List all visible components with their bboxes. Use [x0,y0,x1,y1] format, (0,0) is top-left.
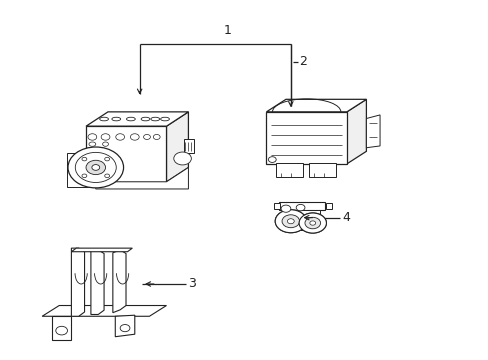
Circle shape [281,205,290,212]
Polygon shape [91,250,104,315]
Bar [183,139,194,153]
Circle shape [305,217,320,229]
Circle shape [287,219,294,224]
Polygon shape [86,112,188,126]
Circle shape [173,152,191,165]
Ellipse shape [130,134,139,140]
Polygon shape [346,99,366,164]
Circle shape [309,221,315,225]
Ellipse shape [112,117,121,121]
Circle shape [299,213,326,233]
Ellipse shape [116,134,124,140]
Polygon shape [115,315,135,337]
Circle shape [56,326,67,335]
Ellipse shape [88,134,97,140]
Bar [266,112,346,164]
Text: 1: 1 [223,24,231,37]
Circle shape [275,210,306,233]
Ellipse shape [100,117,108,121]
Text: 3: 3 [188,278,196,291]
Bar [276,163,303,177]
Circle shape [282,215,299,228]
Ellipse shape [141,117,150,121]
Ellipse shape [102,142,108,146]
Circle shape [104,174,109,177]
Polygon shape [52,316,71,339]
Bar [278,202,325,211]
Circle shape [268,157,276,162]
Bar [309,163,335,177]
Bar [273,203,279,209]
Ellipse shape [101,134,110,140]
Polygon shape [71,248,84,316]
Circle shape [309,221,315,225]
Bar [283,211,320,230]
Ellipse shape [143,134,150,139]
Circle shape [282,215,299,228]
Ellipse shape [89,142,96,146]
Circle shape [82,174,87,177]
Polygon shape [113,250,126,313]
Circle shape [86,160,105,175]
Circle shape [275,210,306,233]
Circle shape [68,147,123,188]
Polygon shape [71,248,132,252]
Bar [325,203,331,209]
Circle shape [120,324,130,332]
Polygon shape [96,167,188,189]
Polygon shape [266,99,366,112]
Bar [67,153,111,187]
Ellipse shape [151,117,159,121]
Ellipse shape [153,134,160,139]
Polygon shape [166,112,188,182]
Circle shape [299,213,326,233]
Circle shape [305,217,320,229]
Text: 4: 4 [341,211,349,224]
Circle shape [287,219,294,224]
Polygon shape [42,306,166,316]
Text: 2: 2 [299,55,307,68]
Circle shape [82,157,87,161]
Circle shape [75,152,116,183]
Circle shape [104,157,109,161]
Polygon shape [366,115,379,148]
Circle shape [296,204,305,211]
Circle shape [92,165,100,170]
Bar [86,126,166,182]
Ellipse shape [160,117,169,121]
Ellipse shape [126,117,135,121]
